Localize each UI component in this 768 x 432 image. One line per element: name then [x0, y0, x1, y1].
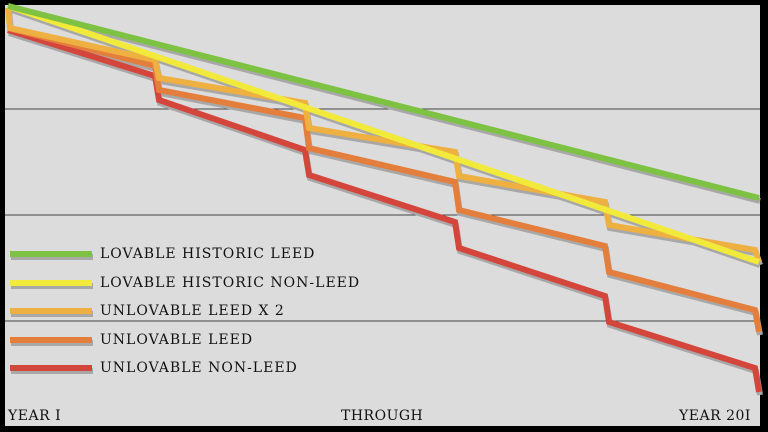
- series-line: [7, 3, 760, 265]
- legend-swatch-icon: [10, 365, 93, 375]
- legend-swatch-icon: [10, 308, 93, 318]
- legend-item-lovable-historic-leed: LOVABLE HISTORIC LEED: [10, 240, 360, 269]
- legend: LOVABLE HISTORIC LEED LOVABLE HISTORIC N…: [10, 240, 360, 383]
- x-axis-middle-label: THROUGH: [341, 408, 424, 424]
- x-axis-start-label: YEAR I: [8, 408, 62, 424]
- legend-label: UNLOVABLE LEED: [100, 331, 254, 348]
- x-axis-end-label: YEAR 20I: [679, 408, 751, 424]
- legend-item-lovable-historic-non-leed: LOVABLE HISTORIC NON-LEED: [10, 269, 360, 298]
- series-line: [5, 7, 762, 263]
- legend-label: LOVABLE HISTORIC LEED: [100, 246, 316, 263]
- legend-item-unlovable-non-leed: UNLOVABLE NON-LEED: [10, 354, 360, 383]
- legend-swatch-icon: [10, 251, 93, 261]
- legend-swatch-icon: [10, 279, 93, 289]
- gridlines: [5, 108, 760, 322]
- legend-label: UNLOVABLE NON-LEED: [100, 360, 298, 377]
- legend-item-unlovable-leed-x2: UNLOVABLE LEED X 2: [10, 297, 360, 326]
- series-line: [7, 3, 760, 201]
- legend-label: LOVABLE HISTORIC NON-LEED: [100, 274, 361, 291]
- legend-label: UNLOVABLE LEED X 2: [100, 303, 285, 320]
- legend-swatch-icon: [10, 336, 93, 346]
- legend-item-unlovable-leed: UNLOVABLE LEED: [10, 326, 360, 355]
- series-lines: [5, 3, 762, 393]
- series-line: [7, 25, 762, 333]
